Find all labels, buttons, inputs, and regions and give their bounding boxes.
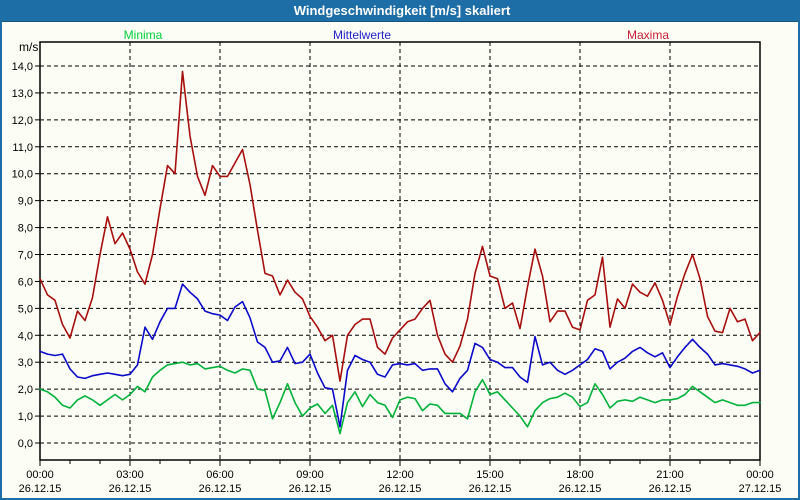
x-tick-date: 26.12.15 [109, 483, 152, 495]
y-axis-unit-label: m/s [19, 40, 39, 54]
x-tick-date: 26.12.15 [649, 483, 692, 495]
x-tick-date: 26.12.15 [379, 483, 422, 495]
y-tick-label: 3,0 [18, 357, 33, 369]
x-tick-time: 09:00 [296, 469, 324, 481]
plot-border [39, 41, 761, 461]
x-tick-time: 21:00 [656, 469, 684, 481]
legend-maxima: Maxima [626, 28, 670, 42]
y-tick-label: 5,0 [18, 303, 33, 315]
x-tick-date: 26.12.15 [469, 483, 512, 495]
y-tick-label: 13,0 [12, 88, 33, 100]
y-tick-label: 6,0 [18, 276, 33, 288]
window-title: Windgeschwindigkeit [m/s] skaliert [293, 3, 511, 18]
y-tick-label: 11,0 [12, 142, 33, 154]
y-tick-label: 9,0 [18, 196, 33, 208]
x-tick-date: 26.12.15 [289, 483, 332, 495]
window-titlebar: Windgeschwindigkeit [m/s] skaliert [2, 2, 798, 22]
y-tick-label: 8,0 [18, 223, 33, 235]
y-tick-label: 0,0 [18, 438, 33, 450]
x-tick-time: 12:00 [386, 469, 414, 481]
y-tick-label: 4,0 [18, 330, 33, 342]
series-maxima [39, 70, 761, 382]
x-tick-time: 00:00 [746, 469, 774, 481]
y-tick-label: 1,0 [18, 411, 33, 423]
x-tick-date: 26.12.15 [19, 483, 62, 495]
series-mittelwerte [39, 283, 761, 428]
y-tick-label: 7,0 [18, 250, 33, 262]
y-tick-label: 12,0 [12, 115, 33, 127]
x-tick-date: 27.12.15 [739, 483, 782, 495]
y-tick-label: 14,0 [12, 61, 33, 73]
x-tick-time: 18:00 [566, 469, 594, 481]
x-tick-date: 26.12.15 [199, 483, 242, 495]
y-tick-label: 10,0 [12, 169, 33, 181]
x-tick-date: 26.12.15 [559, 483, 602, 495]
x-tick-time: 06:00 [206, 469, 234, 481]
legend-mittelwerte: Mittelwerte [332, 28, 392, 42]
series-minima [39, 361, 761, 435]
y-tick-label: 2,0 [18, 384, 33, 396]
x-tick-time: 00:00 [26, 469, 54, 481]
legend-minima: Minima [123, 28, 163, 42]
x-tick-time: 15:00 [476, 469, 504, 481]
x-tick-time: 03:00 [116, 469, 144, 481]
